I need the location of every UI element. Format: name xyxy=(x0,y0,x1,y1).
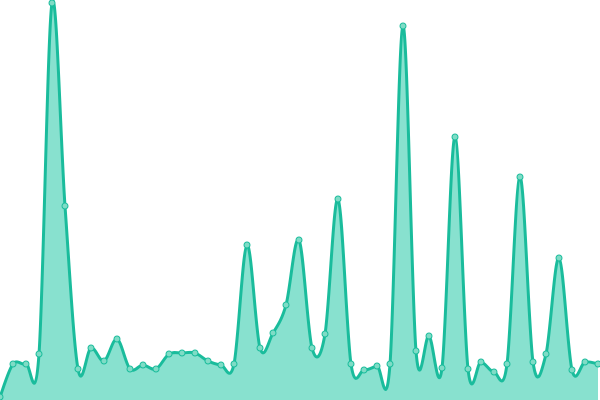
data-point[interactable] xyxy=(22,360,30,368)
data-point[interactable] xyxy=(334,195,342,203)
data-point[interactable] xyxy=(230,360,238,368)
data-point[interactable] xyxy=(386,360,394,368)
data-point[interactable] xyxy=(516,173,524,181)
data-point[interactable] xyxy=(282,301,290,309)
data-point[interactable] xyxy=(412,347,420,355)
data-point[interactable] xyxy=(399,22,407,30)
data-point[interactable] xyxy=(243,241,251,249)
data-point[interactable] xyxy=(35,350,43,358)
data-point[interactable] xyxy=(87,344,95,352)
data-point[interactable] xyxy=(490,368,498,376)
data-point[interactable] xyxy=(74,365,82,373)
data-point[interactable] xyxy=(178,349,186,357)
data-point[interactable] xyxy=(217,361,225,369)
data-point[interactable] xyxy=(204,357,212,365)
data-point[interactable] xyxy=(126,365,134,373)
data-point[interactable] xyxy=(438,364,446,372)
data-point[interactable] xyxy=(48,0,56,7)
data-point[interactable] xyxy=(360,366,368,374)
data-point[interactable] xyxy=(113,335,121,343)
data-point[interactable] xyxy=(100,357,108,365)
data-point[interactable] xyxy=(308,344,316,352)
data-point[interactable] xyxy=(555,254,563,262)
data-point[interactable] xyxy=(529,358,537,366)
data-point[interactable] xyxy=(295,236,303,244)
data-point[interactable] xyxy=(477,358,485,366)
data-point[interactable] xyxy=(9,360,17,368)
data-point[interactable] xyxy=(61,202,69,210)
data-point[interactable] xyxy=(165,350,173,358)
data-point[interactable] xyxy=(581,358,589,366)
data-point[interactable] xyxy=(451,133,459,141)
data-point[interactable] xyxy=(542,350,550,358)
data-point[interactable] xyxy=(139,361,147,369)
data-point[interactable] xyxy=(152,365,160,373)
data-point[interactable] xyxy=(269,329,277,337)
data-point[interactable] xyxy=(347,360,355,368)
data-point[interactable] xyxy=(256,344,264,352)
data-point[interactable] xyxy=(503,360,511,368)
data-point[interactable] xyxy=(321,330,329,338)
data-point[interactable] xyxy=(594,360,600,368)
data-point[interactable] xyxy=(425,332,433,340)
data-point[interactable] xyxy=(568,366,576,374)
data-point[interactable] xyxy=(191,349,199,357)
data-point[interactable] xyxy=(0,393,4,400)
data-point[interactable] xyxy=(373,362,381,370)
data-point[interactable] xyxy=(464,365,472,373)
